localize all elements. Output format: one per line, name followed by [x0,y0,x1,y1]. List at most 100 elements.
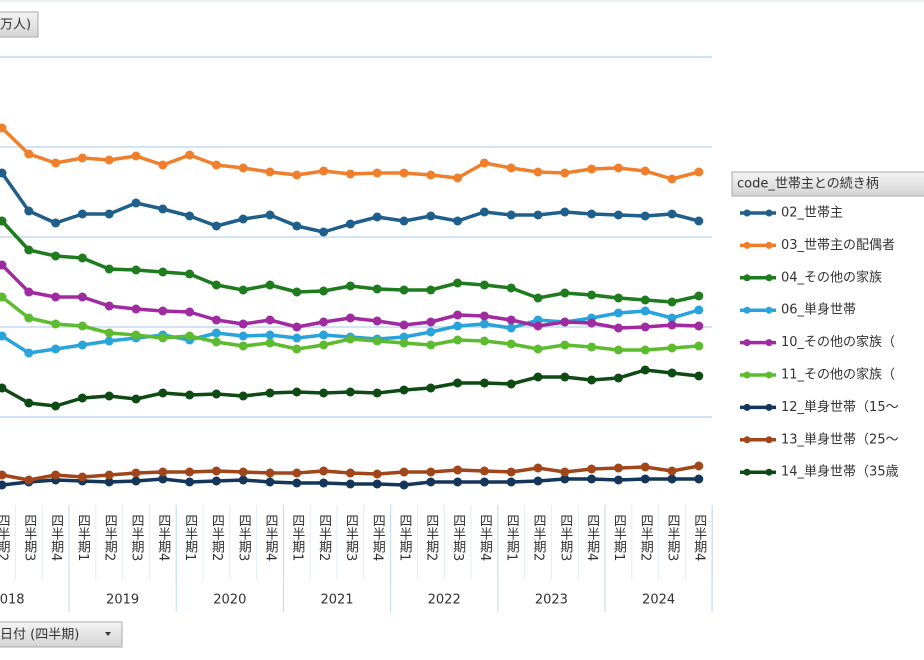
data-point [131,394,141,404]
data-point [453,278,463,288]
data-point [104,264,114,274]
data-point [238,163,248,173]
data-point [319,388,329,398]
x-tick-label: 四半期3 [236,514,252,561]
data-point [560,168,570,178]
data-point [104,209,114,219]
data-point [399,285,409,295]
data-point [51,344,61,354]
legend-title-box [731,171,924,197]
data-point [479,319,489,329]
data-point [131,476,141,486]
data-point [399,216,409,226]
data-point [24,287,34,297]
dropdown-arrow[interactable] [105,632,111,636]
data-point [694,291,704,301]
data-point [0,260,7,270]
data-point [560,317,570,327]
x-tick-label: 四半期3 [129,514,145,561]
data-point [426,317,436,327]
x-tick-label: 四半期3 [665,514,681,561]
data-point [479,336,489,346]
data-point [185,211,195,221]
x-tick-label: 四半期1 [75,514,91,561]
data-point [506,283,516,293]
data-point [77,153,87,163]
legend-dot [765,306,773,314]
data-point [694,305,704,315]
data-point [24,475,34,485]
data-point [185,477,195,487]
data-point [77,209,87,219]
data-point [265,210,275,220]
data-point [399,320,409,330]
data-point [292,387,302,397]
data-point [131,468,141,478]
data-point [479,466,489,476]
legend-dot [743,274,751,282]
data-point [587,318,597,328]
data-point [158,388,168,398]
data-point [77,292,87,302]
data-point [479,280,489,290]
data-point [506,477,516,487]
data-point [479,207,489,217]
data-point [613,293,623,303]
x-tick-label: 四半期1 [182,514,198,561]
data-point [211,466,221,476]
data-point [211,160,221,170]
legend-dot [765,274,773,282]
data-point [238,214,248,224]
data-point [506,323,516,333]
data-point [533,463,543,473]
data-point [506,379,516,389]
data-point [533,476,543,486]
data-point [292,478,302,488]
data-point [587,464,597,474]
data-point [104,328,114,338]
data-point [372,388,382,398]
data-point [533,372,543,382]
data-point [265,468,275,478]
data-point [319,286,329,296]
data-point [211,315,221,325]
data-point [292,287,302,297]
data-point [613,308,623,318]
data-point [426,211,436,221]
unit-button[interactable] [0,11,39,38]
legend-dot [765,403,773,411]
data-point [185,150,195,160]
axis-button[interactable] [0,621,123,648]
legend-dot [743,209,751,217]
data-point [479,158,489,168]
x-tick-label: 四半期3 [343,514,359,561]
legend-label: 06_単身世帯 [781,302,856,318]
data-point [0,292,7,302]
data-point [506,467,516,477]
unit-button-label[interactable]: 万人) [0,18,31,33]
data-point [560,288,570,298]
data-point [319,478,329,488]
data-point [292,344,302,354]
data-point [158,204,168,214]
data-point [587,375,597,385]
data-point [104,301,114,311]
data-point [640,462,650,472]
data-point [319,227,329,237]
data-point [667,320,677,330]
data-point [694,321,704,331]
data-point [265,315,275,325]
data-point [560,372,570,382]
data-point [51,319,61,329]
legend-dot [765,339,773,347]
data-point [319,340,329,350]
data-point [640,474,650,484]
data-point [399,385,409,395]
legend-label: 02_世帯主 [781,206,843,221]
data-point [399,480,409,490]
x-tick-label: 四半期4 [155,514,171,561]
axis-button-label[interactable]: 日付 (四半期) [0,628,79,643]
data-point [399,168,409,178]
legend-label: 12_単身世帯（15～ [781,399,899,415]
